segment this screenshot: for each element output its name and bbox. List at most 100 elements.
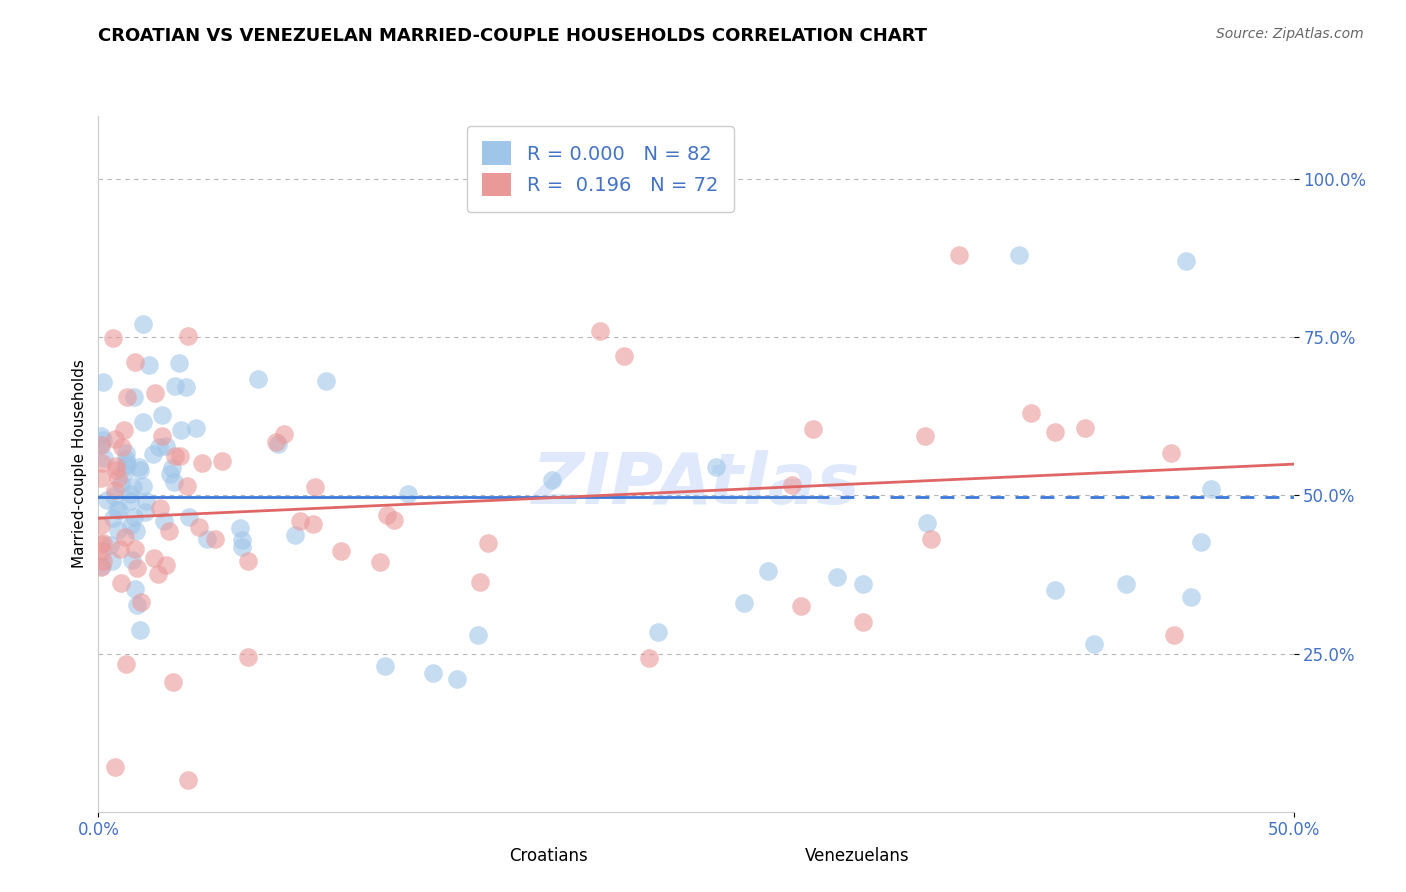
Point xyxy=(90,438,112,452)
Point xyxy=(1019,406,1042,420)
Point xyxy=(124,582,146,596)
Point xyxy=(167,356,190,370)
Point xyxy=(90,471,112,485)
Point xyxy=(1115,577,1137,591)
Point xyxy=(152,409,174,423)
Point xyxy=(105,462,128,476)
Point xyxy=(120,518,142,533)
Point xyxy=(266,437,288,451)
Point xyxy=(789,599,811,613)
Point xyxy=(756,565,779,579)
Point xyxy=(124,542,146,557)
Point xyxy=(104,458,127,473)
Point xyxy=(155,439,177,453)
Point xyxy=(90,537,112,551)
Point xyxy=(162,675,184,690)
Point xyxy=(1007,248,1029,262)
Point xyxy=(129,463,152,477)
Point xyxy=(304,481,326,495)
Point xyxy=(91,558,114,573)
Text: Croatians: Croatians xyxy=(509,847,588,865)
Text: CROATIAN VS VENEZUELAN MARRIED-COUPLE HOUSEHOLDS CORRELATION CHART: CROATIAN VS VENEZUELAN MARRIED-COUPLE HO… xyxy=(98,27,928,45)
Point xyxy=(163,449,186,463)
Point xyxy=(187,519,209,533)
Point xyxy=(801,422,824,436)
Point xyxy=(112,423,135,437)
Point xyxy=(1083,637,1105,651)
Point xyxy=(124,390,146,404)
Point xyxy=(90,518,112,533)
Point xyxy=(330,544,353,558)
Point xyxy=(91,544,114,558)
Point xyxy=(105,503,128,517)
Point xyxy=(477,535,499,549)
Point xyxy=(177,510,200,524)
Point xyxy=(91,375,114,389)
Point xyxy=(184,420,207,434)
Point xyxy=(920,532,942,546)
Point xyxy=(170,423,193,437)
Point xyxy=(288,514,311,528)
Point xyxy=(825,570,848,584)
Point xyxy=(159,524,181,538)
Point xyxy=(115,457,138,471)
Point xyxy=(704,460,727,475)
Point xyxy=(163,475,186,489)
Point xyxy=(101,511,124,525)
Point xyxy=(107,503,129,517)
Point xyxy=(1043,583,1066,598)
Point xyxy=(231,533,253,548)
Point xyxy=(162,461,184,475)
Point xyxy=(120,487,142,501)
Point xyxy=(149,501,172,516)
Y-axis label: Married-couple Households: Married-couple Households xyxy=(72,359,87,568)
Point xyxy=(111,440,134,454)
Point xyxy=(132,415,155,429)
Point xyxy=(176,328,198,343)
Point xyxy=(211,453,233,467)
Point xyxy=(114,451,136,466)
Point xyxy=(780,478,803,492)
Point xyxy=(917,516,939,530)
Point xyxy=(153,515,176,529)
Point xyxy=(101,331,124,345)
Point xyxy=(1043,425,1066,440)
Point xyxy=(91,536,114,550)
Point xyxy=(914,429,936,443)
Point xyxy=(1189,535,1212,549)
Point xyxy=(131,478,153,492)
Point xyxy=(191,456,214,470)
Point xyxy=(236,554,259,568)
Point xyxy=(174,380,197,394)
Point xyxy=(91,433,114,447)
Point xyxy=(852,577,875,591)
Point xyxy=(446,672,468,686)
Point xyxy=(142,551,165,566)
Point xyxy=(1199,482,1222,496)
Point xyxy=(1163,627,1185,641)
Point xyxy=(273,427,295,442)
Point xyxy=(125,524,148,539)
Point xyxy=(733,596,755,610)
Point xyxy=(146,566,169,581)
Point xyxy=(142,447,165,461)
Point xyxy=(541,473,564,487)
Point xyxy=(148,440,170,454)
Point xyxy=(104,432,127,446)
Point xyxy=(90,437,112,451)
Point xyxy=(155,558,177,573)
Point xyxy=(204,532,226,546)
Point xyxy=(107,523,129,537)
Point xyxy=(135,494,157,508)
Point xyxy=(302,516,325,531)
Point xyxy=(124,510,146,524)
Point xyxy=(396,487,419,501)
Point xyxy=(107,471,129,485)
Point xyxy=(229,521,252,535)
Point xyxy=(114,466,136,480)
Point xyxy=(104,760,127,774)
Point xyxy=(104,483,127,497)
Point xyxy=(1160,445,1182,459)
Point xyxy=(115,458,138,473)
Point xyxy=(637,651,659,665)
